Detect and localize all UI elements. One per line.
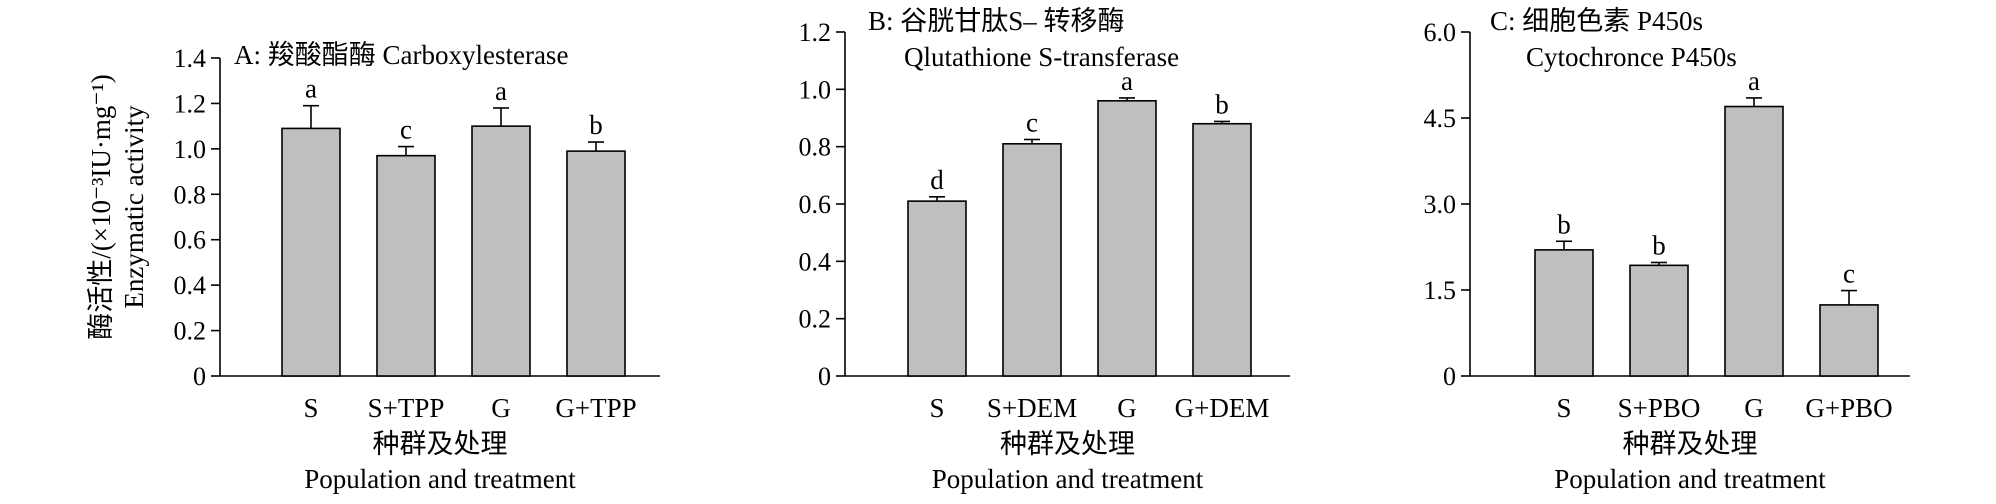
panel-1-significance-letter: c (400, 115, 412, 145)
panel-1-category-label: G+TPP (555, 393, 636, 423)
panel-1-y-tick-label: 0 (193, 362, 206, 391)
panel-2-title: B: 谷胱甘肽S– 转移酶 (868, 6, 1125, 36)
panel-1-title: A: 羧酸酯酶 Carboxylesterase (234, 40, 568, 70)
panel-2-y-tick-label: 1.0 (799, 75, 832, 104)
panel-2-significance-letter: a (1121, 66, 1133, 96)
panel-1-y-tick-label: 0.2 (174, 317, 207, 346)
panel-3-category-label: G (1744, 393, 1764, 423)
panel-2-bar (907, 200, 967, 377)
panel-3-bar (1534, 249, 1594, 377)
panel-3-y-tick-label: 6.0 (1424, 18, 1457, 47)
panel-2-category-label: S (929, 393, 944, 423)
panel-1-y-tick-label: 1.0 (174, 135, 207, 164)
panel-3-category-label: G+PBO (1805, 393, 1892, 423)
panel-3-y-tick-label: 1.5 (1424, 276, 1457, 305)
panel-1-bar (566, 150, 626, 377)
panel-1-bar (471, 125, 531, 377)
panel-2-bar (1002, 143, 1062, 377)
panel-3-bar (1724, 105, 1784, 377)
panel-1-category-label: G (491, 393, 511, 423)
panel-1-y-tick-label: 0.6 (174, 226, 207, 255)
panel-3-significance-letter: a (1748, 66, 1760, 96)
panel-1-y-label-line2: Enzymatic activity (119, 105, 149, 309)
panel-2-category-label: G+DEM (1175, 393, 1270, 423)
panel-1-y-label: 酶活性/(×10⁻³IU·mg⁻¹) (86, 74, 116, 339)
panel-2-x-label: 种群及处理 (1000, 429, 1135, 459)
panel-3-y-tick-label: 3.0 (1424, 190, 1457, 219)
panel-1-significance-letter: a (495, 76, 507, 106)
panel-3-category-label: S (1556, 393, 1571, 423)
panel-1-y-tick-label: 0.4 (174, 271, 207, 300)
panel-1-significance-letter: b (589, 110, 603, 140)
panel-2-y-tick-label: 0.6 (799, 190, 832, 219)
panel-1-y-tick-label: 0.8 (174, 180, 207, 209)
panel-1-category-label: S+TPP (368, 393, 445, 423)
panel-3-significance-letter: b (1557, 209, 1571, 239)
panel-2-y-tick-label: 0 (818, 362, 831, 391)
panel-2-y-tick-label: 0.2 (799, 305, 832, 334)
panel-3-bar (1629, 264, 1689, 377)
panel-1-bar (376, 154, 436, 377)
panel-1-category-label: S (303, 393, 318, 423)
panel-3-significance-letter: c (1843, 259, 1855, 289)
panel-1-x-label-line2: Population and treatment (304, 464, 576, 494)
panel-2-title-line2: Qlutathione S-transferase (904, 42, 1179, 72)
panel-2-significance-letter: b (1215, 89, 1229, 119)
panel-3-bar (1819, 304, 1879, 377)
panel-1-x-label: 种群及处理 (373, 429, 508, 459)
panel-2-x-label-line2: Population and treatment (932, 464, 1204, 494)
panel-2-category-label: G (1117, 393, 1137, 423)
panel-3-category-label: S+PBO (1618, 393, 1701, 423)
panel-1-y-tick-label: 1.2 (174, 89, 207, 118)
panel-2-y-tick-label: 1.2 (799, 18, 832, 47)
panel-1-bar (281, 127, 341, 377)
panel-2-y-tick-label: 0.4 (799, 247, 832, 276)
panel-3-y-tick-label: 0 (1443, 362, 1456, 391)
panel-1-y-tick-label: 1.4 (174, 44, 207, 73)
panel-2-y-tick-label: 0.8 (799, 133, 832, 162)
panel-1-significance-letter: a (305, 74, 317, 104)
panel-3-y-tick-label: 4.5 (1424, 104, 1457, 133)
panel-2-bar (1192, 122, 1252, 377)
panel-3-x-label: 种群及处理 (1623, 429, 1758, 459)
panel-3-x-label-line2: Population and treatment (1554, 464, 1826, 494)
panel-2-significance-letter: c (1026, 108, 1038, 138)
panel-2-bar (1097, 100, 1157, 377)
panel-3-title: C: 细胞色素 P450s (1490, 6, 1703, 36)
panel-2-significance-letter: d (930, 165, 944, 195)
panel-2-category-label: S+DEM (987, 393, 1077, 423)
panel-3-title-line2: Cytochronce P450s (1526, 42, 1737, 72)
panel-3-significance-letter: b (1652, 230, 1666, 260)
